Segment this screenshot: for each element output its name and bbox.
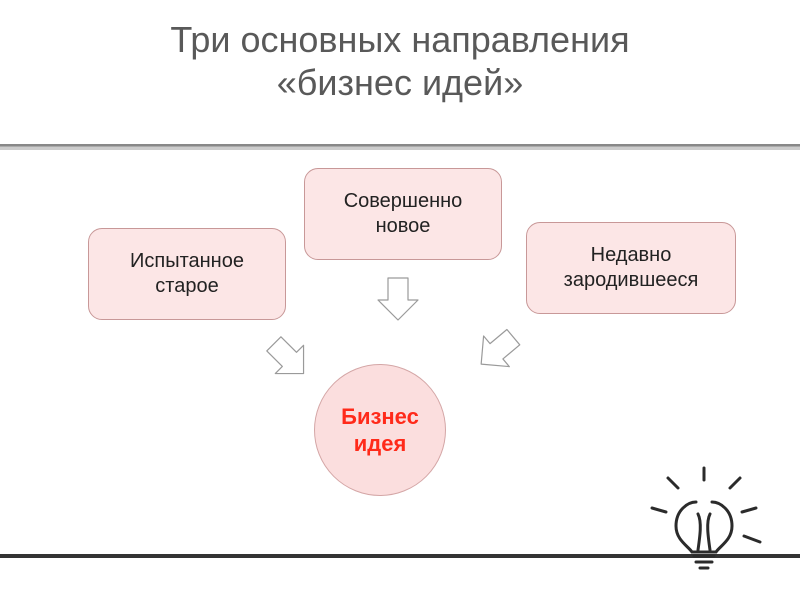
title-line1: Три основных направления — [170, 19, 629, 60]
header-divider — [0, 144, 800, 150]
node-left-line1: Испытанное — [130, 250, 244, 272]
node-center: Бизнес идея — [314, 364, 446, 496]
center-line2: идея — [354, 431, 407, 456]
center-line1: Бизнес — [341, 404, 419, 429]
node-top-line2: новое — [376, 215, 431, 237]
page-title: Три основных направления «бизнес идей» — [0, 18, 800, 104]
arrow-right — [461, 313, 534, 386]
lightbulb-icon — [648, 466, 768, 581]
node-top: Совершенно новое — [304, 168, 502, 260]
node-right: Недавно зародившееся — [526, 222, 736, 314]
node-left-line2: старое — [155, 275, 218, 297]
arrow-left — [251, 321, 325, 395]
title-line2: «бизнес идей» — [277, 62, 523, 103]
title-area: Три основных направления «бизнес идей» — [0, 0, 800, 104]
node-right-line2: зародившееся — [564, 269, 699, 291]
node-top-line1: Совершенно — [344, 190, 463, 212]
arrow-top — [372, 272, 424, 324]
node-right-line1: Недавно — [591, 244, 672, 266]
node-left: Испытанное старое — [88, 228, 286, 320]
